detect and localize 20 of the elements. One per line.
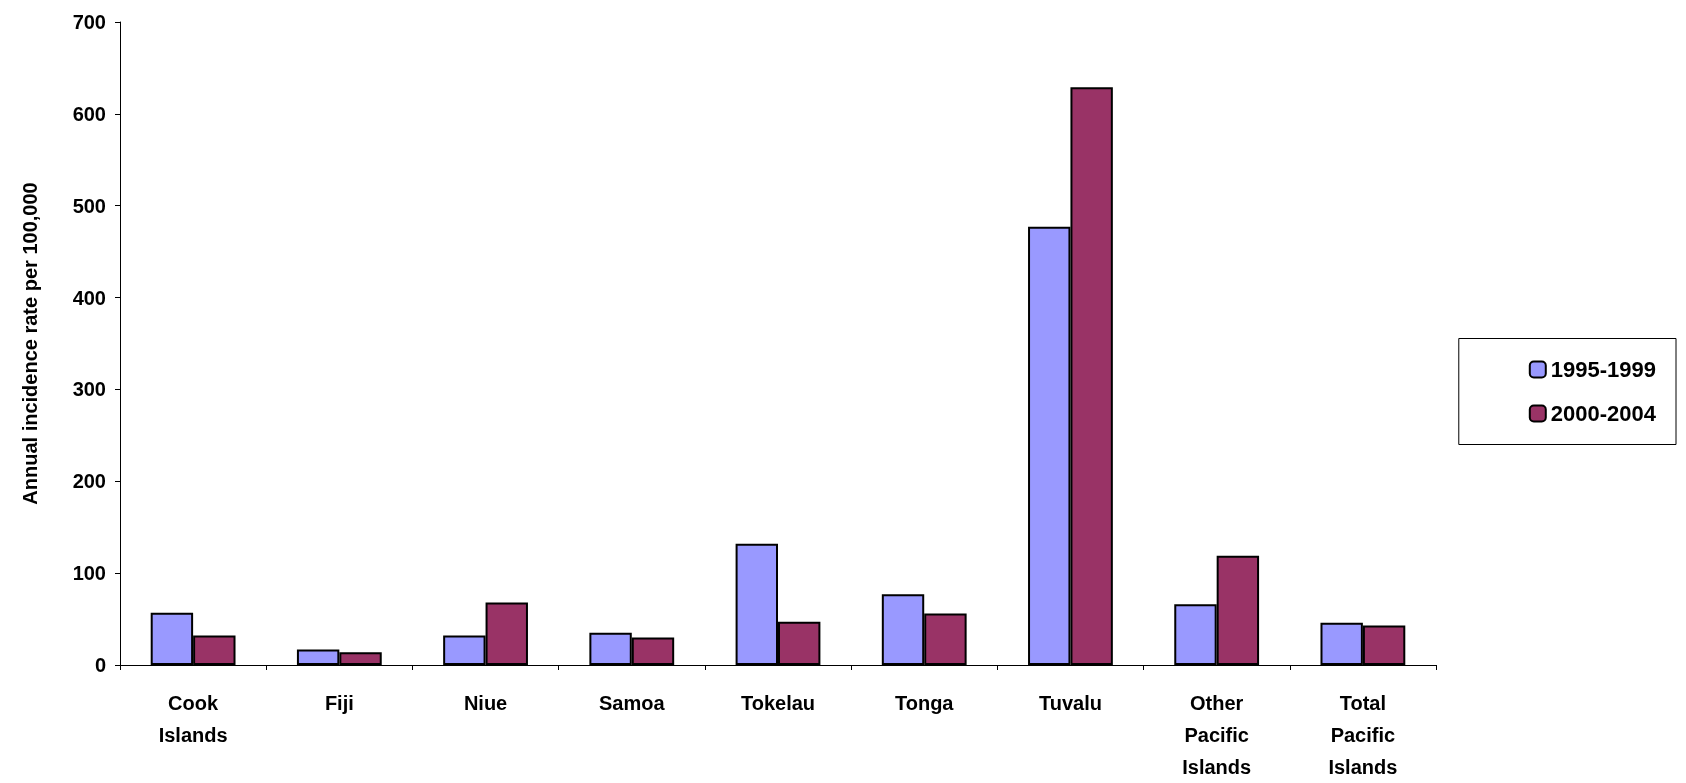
legend-label: 1995-1999 (1550, 357, 1657, 382)
y-tick-label: 200 (72, 470, 106, 493)
legend-label: 2000-2004 (1550, 401, 1657, 426)
y-tick-label: 300 (72, 378, 106, 401)
y-tick-label: 700 (72, 11, 106, 33)
x-tick-label: Tokelau (740, 692, 816, 714)
y-tick-label: 100 (72, 562, 106, 585)
x-tick-label: Samoa (598, 692, 666, 714)
x-tick-label: Tonga (894, 692, 955, 714)
x-tick-label: Total Pacific Islands (1328, 692, 1398, 778)
x-tick-label: Tuvalu (1038, 692, 1102, 714)
y-tick-label: 500 (72, 194, 106, 217)
y-tick-label: 400 (72, 286, 106, 309)
x-tick-label: Niue (463, 692, 508, 714)
x-tick-label: Cook Islands (158, 692, 228, 746)
y-axis-title: Annual incidence rate per 100,000 (19, 182, 41, 505)
x-tick-label: Fiji (324, 692, 354, 714)
y-tick-label: 0 (94, 654, 106, 676)
x-tick-label: Other Pacific Islands (1182, 692, 1252, 778)
y-tick-label: 600 (72, 102, 106, 125)
